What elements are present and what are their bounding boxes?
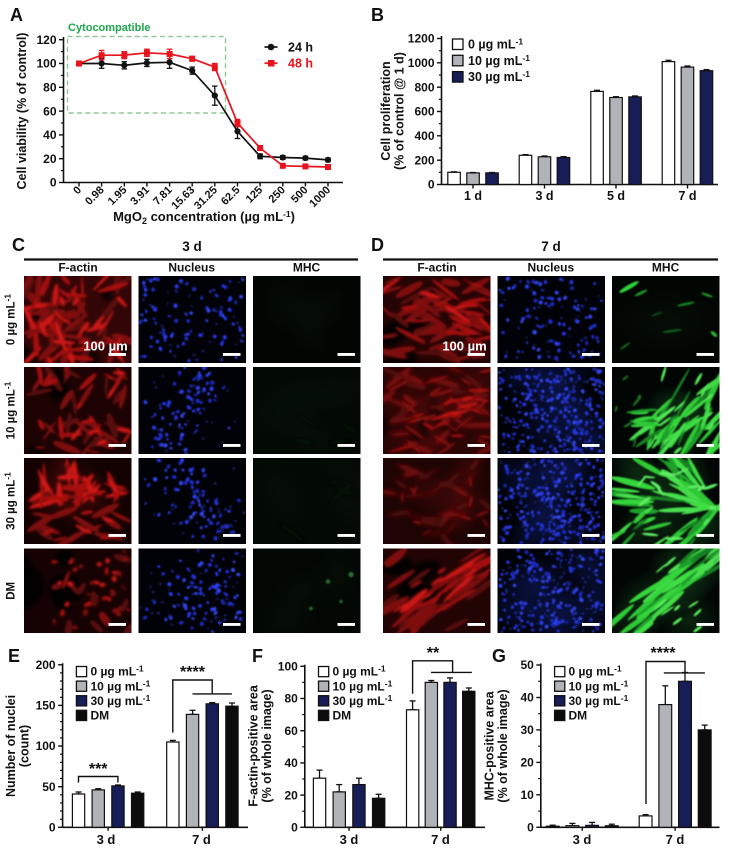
svg-text:Nucleus: Nucleus <box>168 261 215 275</box>
svg-text:****: **** <box>180 664 206 681</box>
svg-text:20: 20 <box>284 788 298 802</box>
svg-text:48 h: 48 h <box>288 57 313 71</box>
svg-text:100: 100 <box>36 739 56 753</box>
svg-text:400: 400 <box>414 129 434 143</box>
svg-text:7 d: 7 d <box>192 832 211 847</box>
svg-text:MgO2 concentration (µg mL-1): MgO2 concentration (µg mL-1) <box>113 209 295 226</box>
svg-text:0 µg mL-1: 0 µg mL-1 <box>3 294 18 346</box>
svg-text:100 µm: 100 µm <box>442 338 486 353</box>
svg-text:200: 200 <box>414 153 434 167</box>
svg-text:0: 0 <box>527 821 534 835</box>
svg-text:G: G <box>492 646 506 666</box>
svg-text:24 h: 24 h <box>288 41 313 55</box>
svg-text:600: 600 <box>414 105 434 119</box>
svg-text:F: F <box>252 646 263 666</box>
svg-text:10 µg mL-1: 10 µg mL-1 <box>468 53 530 68</box>
svg-text:MHC-positive area: MHC-positive area <box>483 690 497 800</box>
svg-text:30 µg mL-1: 30 µg mL-1 <box>333 693 393 708</box>
svg-text:E: E <box>8 646 20 666</box>
svg-text:1200: 1200 <box>408 32 435 46</box>
svg-text:100: 100 <box>278 660 298 674</box>
svg-text:DM: DM <box>333 709 352 723</box>
svg-text:D: D <box>371 235 384 255</box>
svg-text:F-actin-positive area: F-actin-positive area <box>247 684 261 807</box>
svg-text:3 d: 3 d <box>573 832 592 847</box>
svg-text:DM: DM <box>6 582 18 600</box>
svg-text:150: 150 <box>36 699 56 713</box>
svg-text:30 µg mL-1: 30 µg mL-1 <box>3 472 18 530</box>
svg-text:50: 50 <box>42 780 56 794</box>
svg-text:0 µg mL-1: 0 µg mL-1 <box>91 664 144 679</box>
svg-text:Cytocompatible: Cytocompatible <box>68 22 151 34</box>
svg-text:50: 50 <box>520 658 534 672</box>
svg-text:**: ** <box>427 645 440 662</box>
svg-text:80: 80 <box>43 81 57 95</box>
svg-text:****: **** <box>651 645 677 662</box>
svg-text:100: 100 <box>36 57 56 71</box>
svg-text:Cell viability (% of control): Cell viability (% of control) <box>15 33 29 190</box>
svg-text:0 µg mL-1: 0 µg mL-1 <box>468 37 523 52</box>
svg-text:Number of nuclei: Number of nuclei <box>4 695 18 797</box>
svg-text:MHC: MHC <box>293 261 321 275</box>
svg-text:3 d: 3 d <box>182 239 202 254</box>
svg-text:40: 40 <box>284 756 298 770</box>
svg-text:40: 40 <box>520 691 534 705</box>
svg-text:0: 0 <box>49 821 56 835</box>
svg-text:0: 0 <box>291 821 298 835</box>
svg-text:B: B <box>371 5 384 25</box>
svg-text:80: 80 <box>284 692 298 706</box>
svg-text:1000: 1000 <box>408 56 435 70</box>
svg-text:10 µg mL-1: 10 µg mL-1 <box>333 678 393 693</box>
svg-text:30: 30 <box>520 723 534 737</box>
svg-text:C: C <box>12 235 25 255</box>
svg-text:30 µg mL-1: 30 µg mL-1 <box>91 693 151 708</box>
svg-text:***: *** <box>89 761 108 778</box>
svg-text:3 d: 3 d <box>340 832 359 847</box>
svg-text:0: 0 <box>428 178 435 192</box>
svg-text:0 µg mL-1: 0 µg mL-1 <box>569 664 622 679</box>
svg-text:F-actin: F-actin <box>58 261 97 275</box>
svg-text:1 d: 1 d <box>464 189 482 203</box>
svg-text:30 µg mL-1: 30 µg mL-1 <box>569 693 629 708</box>
svg-text:(count): (count) <box>18 725 32 767</box>
svg-text:0 µg mL-1: 0 µg mL-1 <box>333 664 386 679</box>
svg-text:F-actin: F-actin <box>417 261 456 275</box>
svg-text:MHC: MHC <box>652 261 680 275</box>
svg-text:3 d: 3 d <box>97 832 116 847</box>
svg-text:7 d: 7 d <box>431 832 450 847</box>
svg-text:40: 40 <box>43 128 57 142</box>
svg-text:(% of whole image): (% of whole image) <box>260 689 274 802</box>
svg-text:5 d: 5 d <box>607 189 625 203</box>
svg-text:10 µg mL-1: 10 µg mL-1 <box>91 678 151 693</box>
svg-text:7 d: 7 d <box>541 239 561 254</box>
svg-text:10 µg mL-1: 10 µg mL-1 <box>3 381 18 439</box>
svg-text:7 d: 7 d <box>678 189 696 203</box>
svg-text:(% of whole image): (% of whole image) <box>496 689 510 802</box>
svg-text:30 µg mL-1: 30 µg mL-1 <box>468 69 530 84</box>
svg-text:120: 120 <box>36 33 56 47</box>
svg-text:3 d: 3 d <box>535 189 553 203</box>
svg-text:Cell proliferation: Cell proliferation <box>379 61 393 160</box>
svg-text:200: 200 <box>36 658 56 672</box>
svg-text:20: 20 <box>43 152 57 166</box>
svg-text:DM: DM <box>569 709 588 723</box>
svg-text:100 µm: 100 µm <box>83 338 127 353</box>
svg-text:A: A <box>10 5 23 25</box>
svg-text:7 d: 7 d <box>666 832 685 847</box>
svg-text:60: 60 <box>284 724 298 738</box>
svg-text:800: 800 <box>414 80 434 94</box>
svg-text:DM: DM <box>91 709 110 723</box>
svg-text:20: 20 <box>520 756 534 770</box>
svg-text:0: 0 <box>50 176 57 190</box>
svg-text:Nucleus: Nucleus <box>527 261 574 275</box>
svg-text:60: 60 <box>43 104 57 118</box>
svg-text:(% of control @ 1 d): (% of control @ 1 d) <box>393 52 407 170</box>
svg-text:10: 10 <box>520 788 534 802</box>
svg-text:10 µg mL-1: 10 µg mL-1 <box>569 678 629 693</box>
